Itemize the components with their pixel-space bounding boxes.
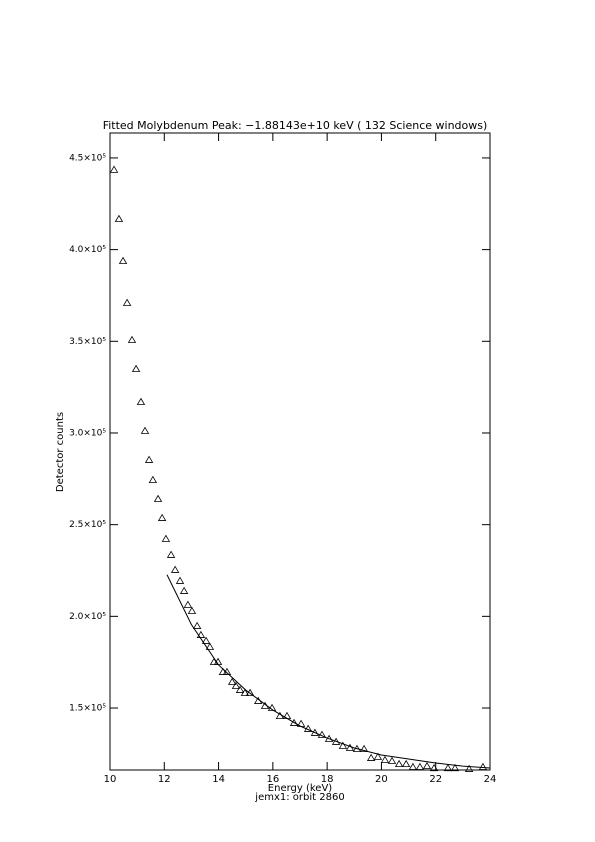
data-point — [122, 298, 132, 306]
data-point — [478, 762, 488, 770]
y-tick-label: 3.5×10⁵ — [69, 337, 106, 347]
data-point — [231, 681, 241, 689]
y-tick-label: 2.5×10⁵ — [69, 520, 106, 530]
data-point — [218, 667, 228, 675]
data-point — [450, 763, 460, 772]
data-point — [161, 534, 171, 542]
x-tick-label: 18 — [321, 774, 334, 785]
data-point — [415, 762, 425, 770]
plot-frame — [109, 132, 491, 771]
x-tick-label: 10 — [104, 774, 117, 785]
data-point — [235, 685, 245, 693]
data-point — [109, 165, 119, 173]
data-point — [179, 586, 189, 594]
y-tick-label: 1.5×10⁵ — [69, 704, 106, 714]
data-point — [373, 752, 383, 760]
data-point — [166, 550, 176, 558]
data-point — [464, 764, 474, 772]
data-point — [192, 621, 202, 629]
x-tick-label: 24 — [484, 774, 497, 785]
data-point — [359, 744, 369, 752]
x-tick-label: 20 — [375, 774, 388, 785]
x-tick-label: 12 — [158, 774, 171, 785]
x-tick-label: 14 — [212, 774, 225, 785]
y-axis-label: Detector counts — [55, 412, 66, 492]
data-point — [157, 513, 167, 521]
data-point — [140, 426, 150, 434]
data-point — [118, 256, 128, 264]
data-point — [183, 600, 193, 608]
data-point — [289, 718, 299, 726]
data-point — [310, 728, 320, 736]
data-point — [187, 606, 197, 614]
data-point — [331, 737, 341, 745]
y-tick-label: 4.0×10⁵ — [69, 245, 106, 255]
data-point — [338, 741, 348, 749]
data-point — [267, 703, 277, 711]
data-point — [201, 636, 211, 644]
data-point — [175, 576, 185, 584]
y-tick-label: 3.0×10⁵ — [69, 428, 106, 438]
data-point — [205, 642, 215, 650]
data-point — [380, 755, 390, 763]
x-tick-label: 22 — [429, 774, 442, 785]
data-point — [429, 763, 439, 772]
data-point — [131, 364, 141, 372]
data-point — [422, 761, 432, 770]
x-tick-label: 16 — [266, 774, 279, 785]
data-point — [196, 630, 206, 638]
y-tick-label: 4.5×10⁵ — [69, 153, 106, 163]
y-tick-label: 2.0×10⁵ — [69, 612, 106, 622]
data-point — [394, 759, 404, 768]
data-point — [148, 475, 158, 484]
data-point — [366, 753, 376, 761]
data-point — [127, 335, 137, 343]
data-point — [114, 214, 124, 222]
data-point — [408, 762, 418, 770]
data-point — [153, 494, 163, 502]
data-point — [170, 565, 180, 573]
fit-line — [166, 574, 491, 769]
data-point — [387, 756, 397, 764]
data-point — [240, 688, 250, 696]
x-axis-label: Energy (keV) — [268, 783, 333, 794]
data-point — [443, 763, 453, 772]
subtitle: jemx1: orbit 2860 — [254, 792, 344, 803]
data-point — [144, 455, 154, 463]
data-point — [401, 759, 411, 768]
data-point — [136, 397, 146, 405]
data-point — [227, 677, 237, 685]
chart-title: Fitted Molybdenum Peak: −1.88143e+10 keV… — [103, 119, 488, 132]
